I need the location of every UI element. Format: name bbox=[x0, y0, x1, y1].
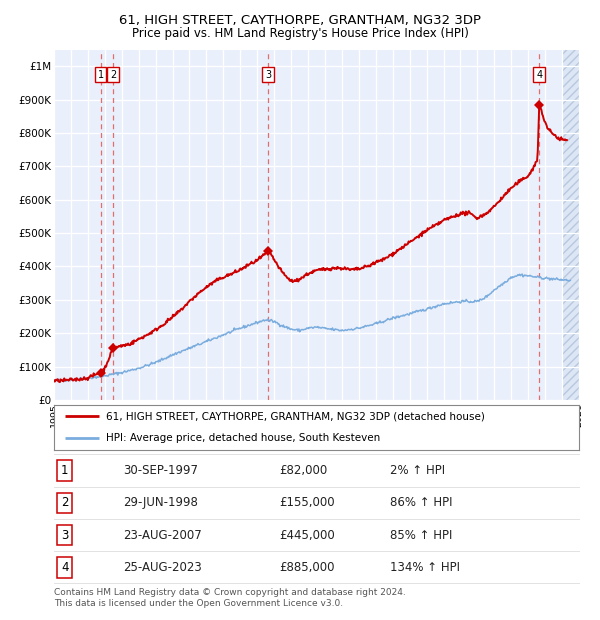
Text: £155,000: £155,000 bbox=[279, 497, 335, 509]
Text: 61, HIGH STREET, CAYTHORPE, GRANTHAM, NG32 3DP: 61, HIGH STREET, CAYTHORPE, GRANTHAM, NG… bbox=[119, 14, 481, 27]
Text: Contains HM Land Registry data © Crown copyright and database right 2024.
This d: Contains HM Land Registry data © Crown c… bbox=[54, 588, 406, 608]
Text: 4: 4 bbox=[536, 69, 542, 79]
Text: 1: 1 bbox=[98, 69, 104, 79]
Text: £885,000: £885,000 bbox=[279, 561, 335, 574]
Text: £445,000: £445,000 bbox=[279, 529, 335, 541]
Text: 2% ↑ HPI: 2% ↑ HPI bbox=[390, 464, 445, 477]
Text: £82,000: £82,000 bbox=[279, 464, 327, 477]
Text: Price paid vs. HM Land Registry's House Price Index (HPI): Price paid vs. HM Land Registry's House … bbox=[131, 27, 469, 40]
Text: 2: 2 bbox=[110, 69, 116, 79]
Text: 4: 4 bbox=[61, 561, 68, 574]
Text: 3: 3 bbox=[61, 529, 68, 541]
Text: 30-SEP-1997: 30-SEP-1997 bbox=[123, 464, 198, 477]
Text: HPI: Average price, detached house, South Kesteven: HPI: Average price, detached house, Sout… bbox=[107, 433, 381, 443]
Text: 3: 3 bbox=[265, 69, 271, 79]
Text: 61, HIGH STREET, CAYTHORPE, GRANTHAM, NG32 3DP (detached house): 61, HIGH STREET, CAYTHORPE, GRANTHAM, NG… bbox=[107, 411, 485, 421]
Text: 25-AUG-2023: 25-AUG-2023 bbox=[123, 561, 202, 574]
Text: 29-JUN-1998: 29-JUN-1998 bbox=[123, 497, 198, 509]
Text: 1: 1 bbox=[61, 464, 68, 477]
Text: 23-AUG-2007: 23-AUG-2007 bbox=[123, 529, 202, 541]
Text: 2: 2 bbox=[61, 497, 68, 509]
Text: 86% ↑ HPI: 86% ↑ HPI bbox=[390, 497, 452, 509]
Text: 85% ↑ HPI: 85% ↑ HPI bbox=[390, 529, 452, 541]
Text: 134% ↑ HPI: 134% ↑ HPI bbox=[390, 561, 460, 574]
